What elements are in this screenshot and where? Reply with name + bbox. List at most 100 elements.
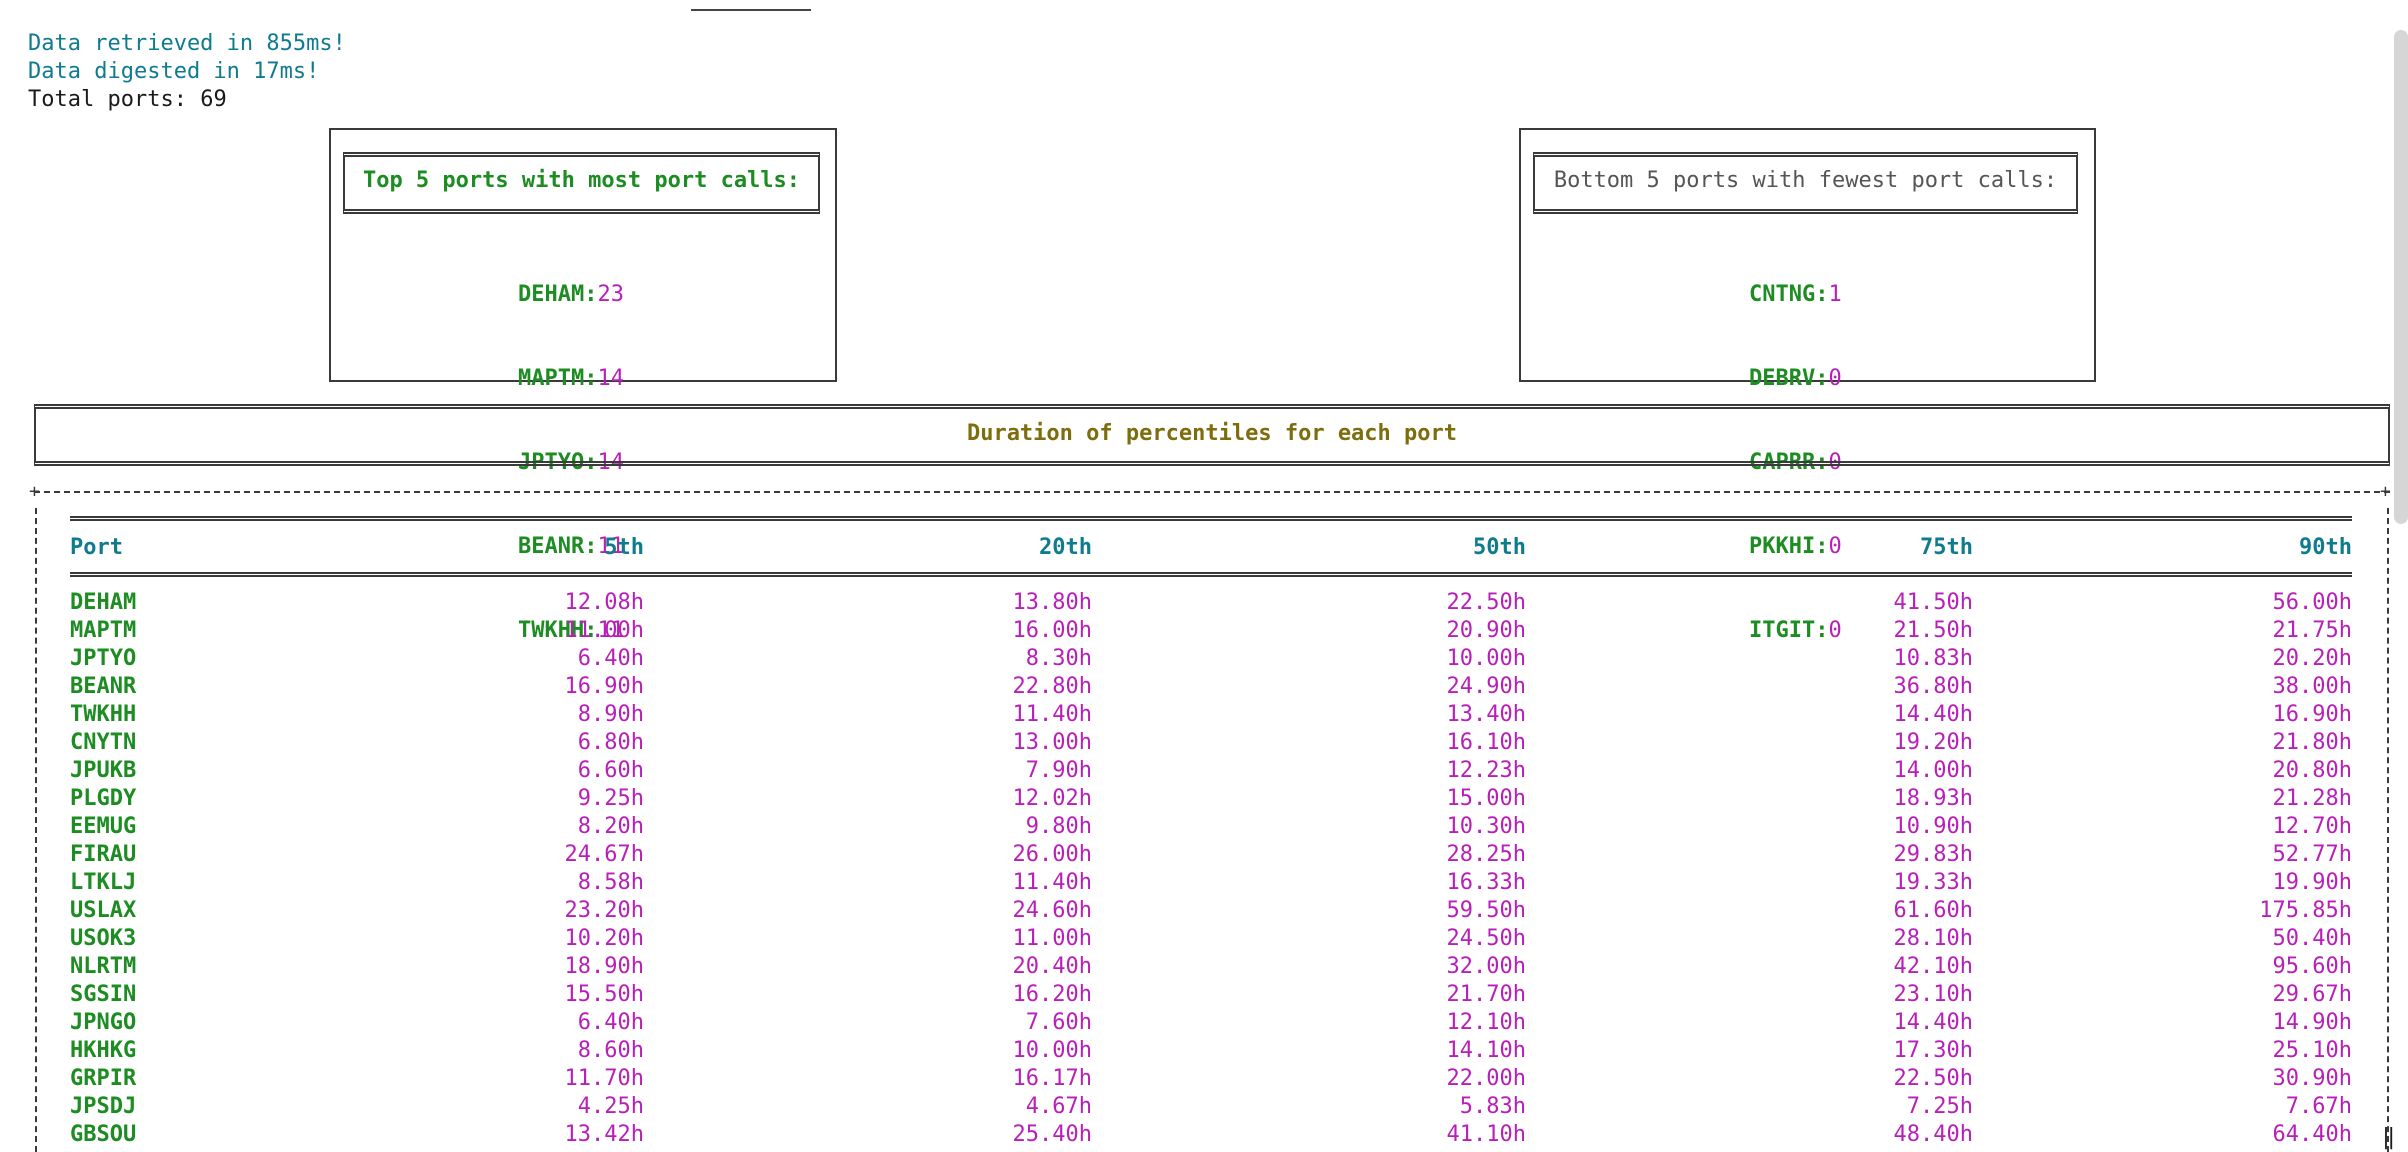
total-ports-label: Total ports: bbox=[28, 87, 187, 112]
table-row: JPSDJ 4.25h 4.67h 5.83h 7.25h 7.67h bbox=[70, 1093, 2352, 1121]
cell-20th: 20.40h bbox=[1012, 954, 1092, 979]
cell-20th: 12.02h bbox=[1012, 786, 1092, 811]
cell-5th: 10.20h bbox=[564, 926, 644, 951]
percentiles-title: Duration of percentiles for each port bbox=[34, 404, 2390, 466]
cell-port: USLAX bbox=[70, 898, 137, 923]
table-corner-right: + bbox=[2380, 481, 2391, 502]
cell-50th: 22.50h bbox=[1446, 590, 1526, 615]
cell-50th: 12.10h bbox=[1446, 1010, 1526, 1035]
cell-20th: 16.20h bbox=[1012, 982, 1092, 1007]
cell-50th: 22.00h bbox=[1446, 1066, 1526, 1091]
cell-port: DEHAM bbox=[70, 590, 137, 615]
cell-5th: 15.50h bbox=[564, 982, 644, 1007]
table-row: EEMUG 8.20h 9.80h 10.30h 10.90h 12.70h bbox=[70, 813, 2352, 841]
cell-20th: 13.80h bbox=[1012, 590, 1092, 615]
cell-90th: 7.67h bbox=[2285, 1094, 2352, 1119]
table-row: BEANR 16.90h 22.80h 24.90h 36.80h 38.00h bbox=[70, 673, 2352, 701]
table-row: LTKLJ 8.58h 11.40h 16.33h 19.33h 19.90h bbox=[70, 869, 2352, 897]
table-row: HKHKG 8.60h 10.00h 14.10h 17.30h 25.10h bbox=[70, 1037, 2352, 1065]
cell-port: LTKLJ bbox=[70, 870, 137, 895]
cell-75th: 28.10h bbox=[1893, 926, 1973, 951]
cell-50th: 24.50h bbox=[1446, 926, 1526, 951]
cell-port: JPNGO bbox=[70, 1010, 137, 1035]
top-ports-title: Top 5 ports with most port calls: bbox=[343, 152, 820, 214]
cell-50th: 16.33h bbox=[1446, 870, 1526, 895]
cell-5th: 6.80h bbox=[577, 730, 644, 755]
cell-20th: 25.40h bbox=[1012, 1122, 1092, 1147]
cell-90th: 64.40h bbox=[2272, 1122, 2352, 1147]
digest-time-text: Data digested in 17ms! bbox=[28, 59, 320, 84]
bottom-ports-title: Bottom 5 ports with fewest port calls: bbox=[1533, 152, 2078, 214]
cell-5th: 4.25h bbox=[577, 1094, 644, 1119]
table-row: CNYTN 6.80h 13.00h 16.10h 19.20h 21.80h bbox=[70, 729, 2352, 757]
table-row: DEHAM 12.08h 13.80h 22.50h 41.50h 56.00h bbox=[70, 589, 2352, 617]
cell-50th: 41.10h bbox=[1446, 1122, 1526, 1147]
cell-5th: 16.90h bbox=[564, 674, 644, 699]
cell-75th: 14.00h bbox=[1893, 758, 1973, 783]
table-row: PLGDY 9.25h 12.02h 15.00h 18.93h 21.28h bbox=[70, 785, 2352, 813]
cell-20th: 7.90h bbox=[1025, 758, 1092, 783]
cell-5th: 6.60h bbox=[577, 758, 644, 783]
cell-75th: 22.50h bbox=[1893, 1066, 1973, 1091]
cell-90th: 52.77h bbox=[2272, 842, 2352, 867]
cell-75th: 14.40h bbox=[1893, 1010, 1973, 1035]
table-row: MAPTM 11.00h 16.00h 20.90h 21.50h 21.75h bbox=[70, 617, 2352, 645]
cell-20th: 11.40h bbox=[1012, 702, 1092, 727]
cell-90th: 16.90h bbox=[2272, 702, 2352, 727]
column-header-50th: 50th bbox=[1473, 535, 1526, 560]
cell-port: PLGDY bbox=[70, 786, 137, 811]
list-item: BEANR:11 bbox=[518, 534, 624, 559]
table-corner-left: + bbox=[29, 481, 40, 502]
cell-75th: 19.33h bbox=[1893, 870, 1973, 895]
table-row: JPTYO 6.40h 8.30h 10.00h 10.83h 20.20h bbox=[70, 645, 2352, 673]
cell-75th: 19.20h bbox=[1893, 730, 1973, 755]
cell-90th: 12.70h bbox=[2272, 814, 2352, 839]
cell-50th: 13.40h bbox=[1446, 702, 1526, 727]
cell-port: GBSOU bbox=[70, 1122, 137, 1147]
status-output: Data retrieved in 855ms! Data digested i… bbox=[28, 30, 346, 114]
table-header-row: Port 5th 20th 50th 75th 90th bbox=[70, 530, 2352, 566]
cell-75th: 29.83h bbox=[1893, 842, 1973, 867]
cell-port: NLRTM bbox=[70, 954, 137, 979]
cell-port: JPSDJ bbox=[70, 1094, 137, 1119]
cell-75th: 61.60h bbox=[1893, 898, 1973, 923]
table-header-rule-bottom bbox=[70, 572, 2352, 577]
cell-90th: 95.60h bbox=[2272, 954, 2352, 979]
cell-50th: 10.30h bbox=[1446, 814, 1526, 839]
cell-5th: 8.60h bbox=[577, 1038, 644, 1063]
cell-20th: 26.00h bbox=[1012, 842, 1092, 867]
table-frame-right bbox=[2387, 508, 2389, 1152]
list-item: DEHAM:23 bbox=[518, 282, 624, 307]
cell-90th: 19.90h bbox=[2272, 870, 2352, 895]
cell-port: GRPIR bbox=[70, 1066, 137, 1091]
cell-5th: 8.90h bbox=[577, 702, 644, 727]
cell-port: JPTYO bbox=[70, 646, 137, 671]
cell-50th: 10.00h bbox=[1446, 646, 1526, 671]
list-item: ITGIT:0 bbox=[1749, 618, 1842, 643]
cell-5th: 6.40h bbox=[577, 646, 644, 671]
column-header-90th: 90th bbox=[2299, 535, 2352, 560]
scroll-end-marker: ‖ bbox=[2382, 1125, 2396, 1150]
cell-50th: 15.00h bbox=[1446, 786, 1526, 811]
cell-port: CNYTN bbox=[70, 730, 137, 755]
cell-port: MAPTM bbox=[70, 618, 137, 643]
cell-75th: 23.10h bbox=[1893, 982, 1973, 1007]
cell-5th: 12.08h bbox=[564, 590, 644, 615]
table-frame-left bbox=[35, 508, 37, 1152]
cell-port: TWKHH bbox=[70, 702, 137, 727]
cell-5th: 6.40h bbox=[577, 1010, 644, 1035]
cell-port: USOK3 bbox=[70, 926, 137, 951]
cell-20th: 8.30h bbox=[1025, 646, 1092, 671]
cell-90th: 20.20h bbox=[2272, 646, 2352, 671]
column-header-75th: 75th bbox=[1920, 535, 1973, 560]
cell-50th: 20.90h bbox=[1446, 618, 1526, 643]
cell-50th: 24.90h bbox=[1446, 674, 1526, 699]
cell-75th: 17.30h bbox=[1893, 1038, 1973, 1063]
cell-75th: 42.10h bbox=[1893, 954, 1973, 979]
cell-port: EEMUG bbox=[70, 814, 137, 839]
vertical-scrollbar[interactable] bbox=[2394, 30, 2408, 524]
cell-5th: 18.90h bbox=[564, 954, 644, 979]
cell-20th: 11.00h bbox=[1012, 926, 1092, 951]
column-header-20th: 20th bbox=[1039, 535, 1092, 560]
cell-90th: 56.00h bbox=[2272, 590, 2352, 615]
